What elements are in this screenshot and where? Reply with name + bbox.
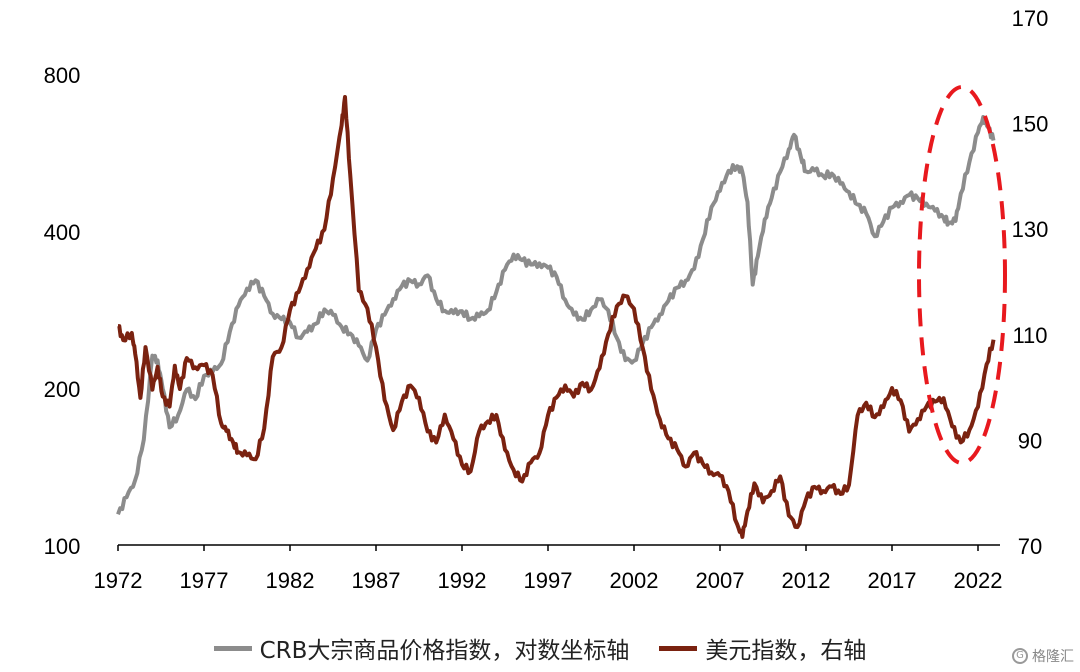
x-tick-label: 2007 — [696, 568, 745, 593]
left-tick-label: 800 — [44, 63, 81, 88]
legend-swatch-usd — [659, 645, 698, 651]
x-tick-label: 1977 — [180, 568, 229, 593]
series-lines — [116, 95, 996, 539]
legend-label-crb: CRB大宗商品价格指数，对数坐标轴 — [259, 638, 630, 664]
legend-item-crb: CRB大宗商品价格指数，对数坐标轴 — [213, 631, 630, 665]
watermark: G 格隆汇 — [1012, 646, 1074, 666]
watermark-text: 格隆汇 — [1032, 649, 1074, 665]
x-tick-label: 1992 — [438, 568, 487, 593]
right-tick-label: 130 — [1012, 217, 1049, 242]
right-axis-ticks: 70 90 110 130 150 170 — [1012, 6, 1049, 559]
x-tick-label: 2012 — [782, 568, 831, 593]
x-tick-label: 2022 — [954, 568, 1003, 593]
x-tick-label: 2017 — [868, 568, 917, 593]
right-tick-label: 90 — [1018, 428, 1042, 453]
right-tick-label: 150 — [1012, 112, 1049, 137]
right-tick-label: 110 — [1012, 323, 1047, 348]
x-tick-label: 1997 — [524, 568, 573, 593]
annotation-ellipse — [917, 85, 1007, 465]
left-tick-label: 200 — [44, 377, 81, 402]
series-line-crb — [116, 115, 996, 515]
legend-item-usd: 美元指数，右轴 — [659, 631, 866, 665]
legend-label-usd: 美元指数，右轴 — [705, 638, 867, 664]
x-axis: 1972 1977 1982 1987 1992 1997 2002 2007 2012 2017… — [94, 544, 1003, 593]
left-tick-label: 100 — [44, 534, 81, 559]
x-tick-label: 2002 — [610, 568, 659, 593]
chart-area: 1972 1977 1982 1987 1992 1997 2002 2007 2012 2017… — [44, 6, 1049, 593]
series-line-usd — [117, 95, 996, 539]
left-axis-ticks: 100 200 400 800 — [44, 63, 81, 559]
right-tick-label: 170 — [1012, 6, 1049, 31]
right-tick-label: 70 — [1018, 534, 1042, 559]
watermark-logo-icon: G — [1012, 648, 1028, 664]
x-tick-label: 1982 — [266, 568, 315, 593]
legend: CRB大宗商品价格指数，对数坐标轴 美元指数，右轴 — [0, 630, 1080, 666]
legend-swatch-crb — [213, 645, 252, 651]
x-tick-label: 1987 — [352, 568, 401, 593]
annotation-layer — [917, 85, 1007, 465]
x-tick-label: 1972 — [94, 568, 143, 593]
left-tick-label: 400 — [44, 220, 81, 245]
